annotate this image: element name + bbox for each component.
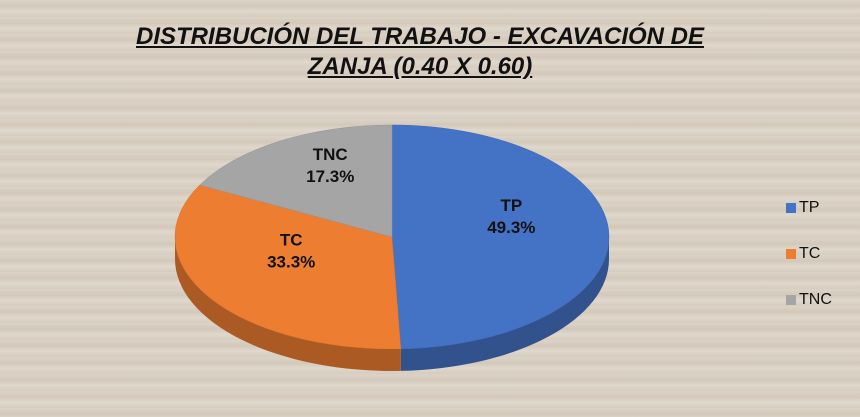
- data-label-value: 49.3%: [487, 218, 535, 237]
- legend-swatch: [786, 203, 796, 213]
- data-label-name: TNC: [313, 145, 348, 164]
- slice-side: [175, 237, 401, 372]
- legend-label: TNC: [799, 291, 832, 308]
- data-label-name: TC: [280, 230, 303, 249]
- legend-label: TP: [799, 199, 819, 216]
- legend-swatch: [786, 249, 796, 259]
- slice: [391, 124, 610, 350]
- slice: [174, 184, 402, 350]
- data-label-value: 33.3%: [267, 252, 315, 271]
- slice-side: [400, 237, 609, 371]
- data-label-name: TP: [500, 196, 522, 215]
- legend-label: TC: [799, 245, 820, 262]
- data-label-value: 17.3%: [306, 167, 354, 186]
- chart-title: DISTRIBUCIÓN DEL TRABAJO - EXCAVACIÓN DE…: [135, 23, 705, 80]
- legend-swatch: [786, 295, 796, 305]
- slice: [199, 124, 393, 238]
